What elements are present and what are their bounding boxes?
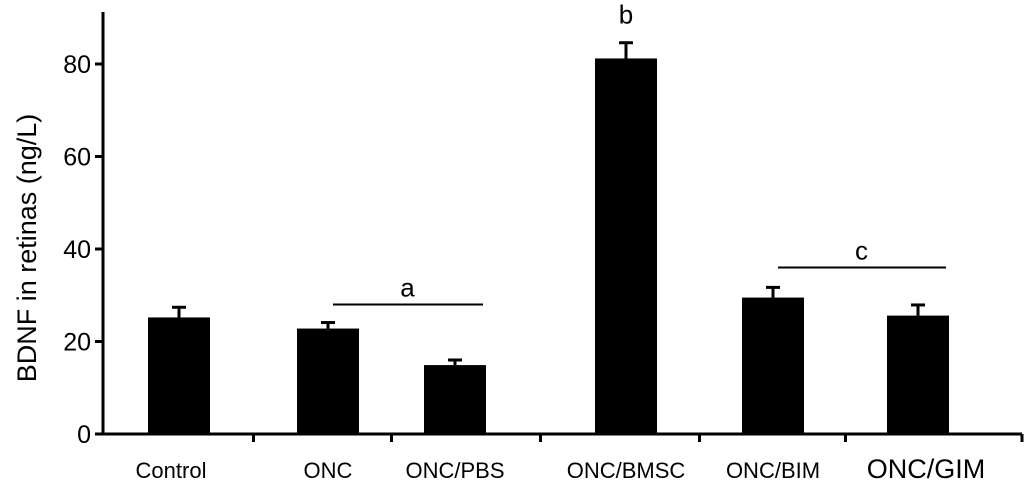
bar bbox=[742, 297, 804, 434]
axes: 0 20 40 60 80 bbox=[63, 12, 1024, 449]
y-tick-label: 40 bbox=[63, 236, 91, 264]
y-axis-label-group: BDNF in retinas (ng/L) bbox=[12, 114, 42, 383]
significance-label: c bbox=[855, 236, 868, 266]
bar bbox=[148, 317, 210, 434]
bar bbox=[424, 365, 486, 434]
bar bbox=[887, 315, 949, 434]
x-tick-label: ONC/GIM bbox=[867, 454, 986, 484]
y-tick-label: 20 bbox=[63, 329, 91, 357]
bar bbox=[595, 58, 657, 434]
x-tick-label: ONC bbox=[304, 458, 353, 483]
significance-label: a bbox=[400, 273, 415, 303]
x-tick-label: Control bbox=[136, 458, 207, 483]
y-tick-label: 60 bbox=[63, 144, 91, 172]
bar bbox=[297, 328, 359, 434]
x-tick-label: ONC/PBS bbox=[405, 458, 504, 483]
y-axis-label: BDNF in retinas (ng/L) bbox=[12, 114, 42, 383]
significance-label: b bbox=[619, 0, 633, 30]
y-tick-label: 0 bbox=[77, 421, 91, 449]
y-tick-label: 80 bbox=[63, 51, 91, 79]
annotations: a b c bbox=[333, 0, 946, 306]
bars: Control ONC ONC/PBS ONC/BMSC ONC/BIM ONC/GIM bbox=[136, 41, 986, 484]
x-tick-label: ONC/BMSC bbox=[567, 458, 686, 483]
x-tick-label: ONC/BIM bbox=[726, 458, 820, 483]
